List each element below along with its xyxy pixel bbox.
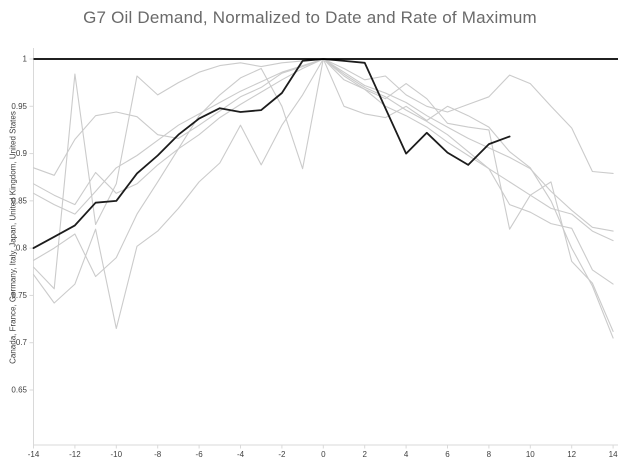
x-tick-label: -8	[154, 450, 162, 459]
y-tick-label: 0.7	[16, 338, 28, 347]
x-tick-label: -10	[111, 450, 123, 459]
x-tick-label: 10	[526, 450, 535, 459]
series-gray-line-5	[32, 58, 614, 285]
x-tick-label: -2	[278, 450, 286, 459]
series-gray-line-6	[32, 58, 614, 339]
y-tick-label: 0.65	[11, 385, 27, 394]
y-tick-label: 0.85	[11, 196, 27, 205]
x-tick-label: 14	[609, 450, 618, 459]
y-tick-label: 0.75	[11, 291, 27, 300]
x-tick-label: -4	[237, 450, 245, 459]
x-tick-label: 6	[445, 450, 450, 459]
series-gray-line-4	[32, 58, 614, 330]
series-gray-line-2	[32, 58, 614, 290]
y-tick-label: 1	[23, 55, 28, 64]
x-tick-label: -6	[196, 450, 204, 459]
y-tick-label: 0.9	[16, 149, 28, 158]
x-tick-label: 0	[321, 450, 326, 459]
x-tick-label: 2	[362, 450, 367, 459]
x-tick-label: 8	[487, 450, 492, 459]
y-axis-title: Canada, France, Germany, Italy, Japan, U…	[8, 111, 18, 364]
y-tick-label: 0.95	[11, 102, 27, 111]
x-tick-label: 4	[404, 450, 409, 459]
chart-title: G7 Oil Demand, Normalized to Date and Ra…	[83, 8, 537, 27]
x-tick-label: -12	[69, 450, 81, 459]
series-black-line	[32, 58, 511, 250]
x-tick-label: 12	[567, 450, 576, 459]
x-tick-label: -14	[28, 450, 40, 459]
y-tick-label: 0.8	[16, 244, 28, 253]
series-gray-line-1	[32, 58, 614, 176]
